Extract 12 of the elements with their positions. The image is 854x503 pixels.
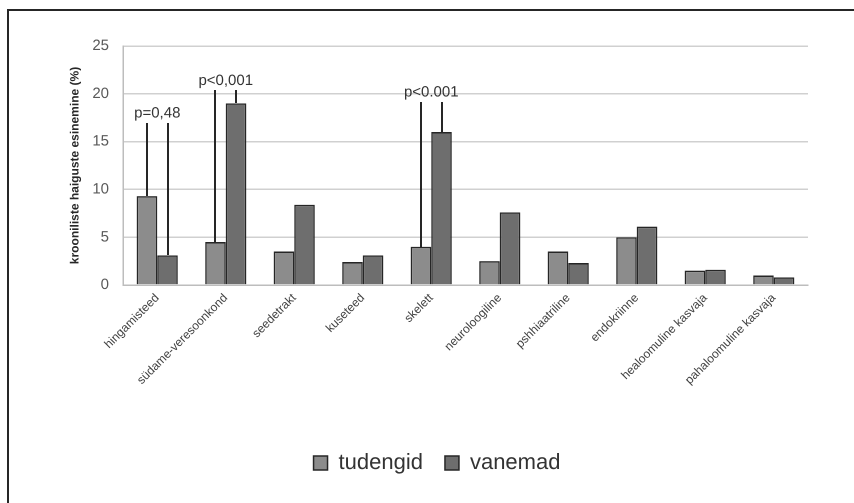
legend-label: vanemad [470,449,560,474]
y-tick-label: 0 [100,276,109,294]
legend-label: tudengid [338,449,423,474]
y-axis-title: krooniliste haiguste esinemine (%) [68,66,82,264]
y-tick-label: 15 [92,132,109,150]
annotation: p=0,48 [134,104,180,122]
annotation: p<0.001 [404,84,459,101]
y-tick-label: 25 [92,37,109,54]
y-tick-label: 10 [92,180,109,198]
annotation: p<0,001 [198,72,254,89]
y-tick-label: 5 [100,228,109,246]
y-tick-label: 20 [92,84,109,102]
